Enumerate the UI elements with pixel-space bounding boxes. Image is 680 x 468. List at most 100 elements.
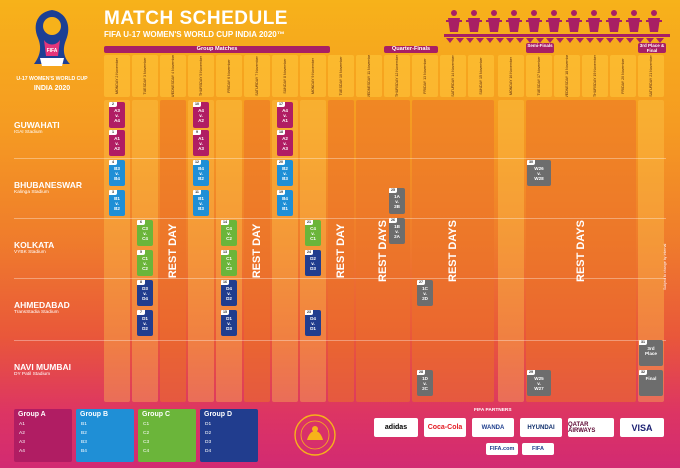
match-number: 3	[109, 190, 117, 195]
match-card: 20 B2 v. B3	[277, 160, 293, 186]
group-team: C1	[143, 422, 150, 427]
match-card: 18 A2 v. A3	[277, 130, 293, 156]
match-fixture: A1 v. A2	[114, 136, 120, 152]
day-label: TUESDAY 3 November	[143, 57, 147, 95]
match-card: 12 B4 v. B2	[193, 160, 209, 186]
match-number: 32	[639, 370, 647, 375]
match-number: 2	[109, 102, 117, 107]
day-header: SATURDAY 7 November	[244, 55, 270, 97]
venue-stadium: Kalinga Stadium	[14, 190, 49, 195]
match-card: 8 D3 v. D4	[137, 280, 153, 306]
venue-stadium: TransStadia Stadium	[14, 310, 59, 315]
venue: NAVI MUMBAI DY Patil Stadium	[14, 362, 98, 378]
logo-caption2: INDIA 2020	[34, 85, 70, 92]
venue-name: GUWAHATI	[14, 120, 60, 130]
stage-group-matches: Group Matches	[104, 46, 330, 53]
match-fixture: B2 v. B3	[282, 166, 288, 182]
match-fixture: B1 v. B2	[114, 196, 120, 212]
group-team: C3	[143, 440, 150, 445]
match-fixture: C4 v. C1	[310, 226, 316, 242]
venue-name: NAVI MUMBAI	[14, 362, 71, 372]
rest-days-label: REST DAYS	[447, 220, 459, 282]
venue-divider	[14, 218, 666, 219]
venue-divider	[14, 278, 666, 279]
match-fixture: C4 v. C2	[226, 226, 232, 242]
match-fixture: A1 v. A3	[198, 136, 204, 152]
day-header: SATURDAY 14 November	[440, 55, 466, 97]
match-card: 30 W26 v. W28	[527, 160, 551, 186]
stage-quarter-finals: Quarter-Finals	[384, 46, 438, 53]
match-card: 17 A4 v. A1	[277, 102, 293, 128]
day-header: WEDNESDAY 18 November	[554, 55, 580, 97]
match-fixture: A4 v. A1	[282, 108, 288, 124]
match-number: 16	[221, 280, 229, 285]
day-header: MONDAY 9 November	[300, 55, 326, 97]
group-box: Group D D1 D2 D3 D4	[200, 409, 258, 462]
group-team: A4	[19, 449, 25, 454]
match-number: 26	[389, 218, 397, 223]
rest-days-column: REST DAYS	[526, 100, 636, 402]
day-label: WEDNESDAY 4 November	[171, 55, 175, 97]
day-header: THURSDAY 5 November	[188, 55, 214, 97]
group-team: D1	[205, 422, 212, 427]
match-card: 14 C4 v. C2	[221, 220, 237, 246]
match-fixture: A3 v. A4	[114, 108, 120, 124]
match-card: 6 C3 v. C4	[137, 220, 153, 246]
rest-day-label: REST DAY	[251, 223, 263, 279]
day-label: FRIDAY 13 November	[423, 58, 427, 94]
partners-label: FIFA PARTNERS	[474, 408, 512, 413]
rest-days-column: REST DAYS	[412, 100, 494, 402]
match-number: 10	[193, 102, 201, 107]
group-team: D3	[205, 440, 212, 445]
group-box: Group A A1 A2 A3 A4	[14, 409, 72, 462]
venue-name: BHUBANESWAR	[14, 180, 82, 190]
rest-day-column: REST DAY	[244, 100, 270, 402]
day-label: TUESDAY 10 November	[339, 56, 343, 96]
match-card: 11 B1 v. B3	[193, 190, 209, 216]
match-card: 28 1D v. 2C	[417, 370, 433, 396]
rest-day-label: REST DAY	[167, 223, 179, 279]
match-number: 1	[109, 130, 117, 135]
group-name: Group A	[18, 411, 46, 418]
side-note: Subject to change by internal	[663, 243, 667, 290]
day-label: SUNDAY 8 November	[283, 58, 287, 94]
day-label: WEDNESDAY 18 November	[565, 55, 569, 97]
match-fixture: 3rd Place	[644, 346, 657, 357]
day-label: SATURDAY 21 November	[649, 55, 653, 97]
venue-stadium: IGAI Stadium	[14, 130, 43, 135]
rest-days-label: REST DAYS	[575, 220, 587, 282]
match-number: 29	[527, 370, 535, 375]
partner-logo: adidas	[374, 418, 418, 437]
venue-name: AHMEDABAD	[14, 300, 70, 310]
match-card: 19 B4 v. B1	[277, 190, 293, 216]
match-fixture: 1C v. 2D	[422, 286, 428, 302]
day-header: MONDAY 2 November	[104, 55, 130, 97]
venue-stadium: DY Patil Stadium	[14, 372, 51, 377]
partner-logo: HYUNDAI	[520, 418, 562, 437]
venue: AHMEDABAD TransStadia Stadium	[14, 300, 98, 316]
day-label: SUNDAY 15 November	[479, 57, 483, 95]
day-label: FRIDAY 20 November	[621, 58, 625, 94]
venue-divider	[14, 340, 666, 341]
match-fixture: B3 v. B4	[114, 166, 120, 182]
match-card: 23 D4 v. D1	[305, 310, 321, 336]
match-card: 29 W25 v. W27	[527, 370, 551, 396]
venue-stadium: VYBK Stadium	[14, 250, 46, 255]
match-card: 15 D1 v. D3	[221, 310, 237, 336]
partner-logo: WANDA	[472, 418, 514, 437]
match-fixture: D2 v. D3	[310, 256, 316, 272]
logo-fifa: FIFA	[47, 48, 58, 54]
group-team: A1	[19, 422, 25, 427]
partner-logo-small: FIFA	[522, 443, 554, 455]
match-fixture: 1A v. 2B	[394, 194, 400, 210]
day-header: TUESDAY 10 November	[328, 55, 354, 97]
rest-days-column: REST DAYS	[356, 100, 410, 402]
match-card: 25 1A v. 2B	[389, 188, 405, 214]
match-number: 5	[137, 250, 145, 255]
day-label: SATURDAY 14 November	[451, 55, 455, 97]
india-emblem	[294, 414, 336, 456]
match-number: 13	[221, 250, 229, 255]
group-name: Group C	[142, 411, 170, 418]
match-number: 31	[639, 340, 647, 345]
match-number: 4	[109, 160, 117, 165]
